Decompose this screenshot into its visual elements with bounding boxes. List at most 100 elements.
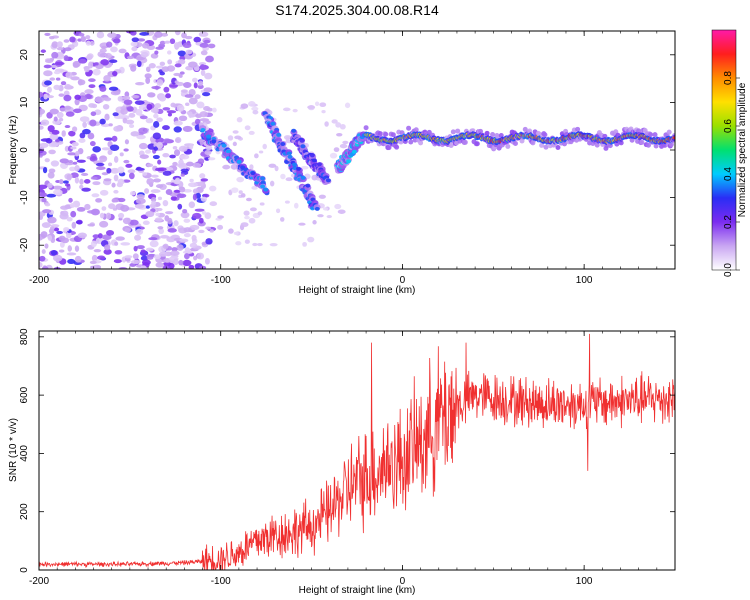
spectrogram-cell [280, 217, 285, 222]
spectrogram-cell [198, 217, 204, 224]
spectrogram-cell [199, 173, 206, 179]
spectrogram-cell [645, 142, 651, 148]
spectrogram-cell [258, 150, 264, 154]
spectrogram-cell [238, 190, 243, 194]
spectrogram-cell [145, 66, 151, 73]
spectrogram-cell [60, 205, 70, 210]
spectrogram-cell [49, 77, 56, 81]
spectrogram-cell [177, 58, 186, 65]
spectrogram-cell [126, 106, 134, 112]
spectrogram-cell [108, 123, 113, 127]
spectrogram-cell [40, 119, 50, 126]
spectrogram-cell [136, 194, 145, 200]
colorbar: 0.0 0.2 0.4 0.6 0.8 Normalized spectral ampl… [711, 29, 748, 277]
spectrogram-cell [248, 101, 256, 107]
spectrogram-cell [65, 71, 73, 79]
spectrogram-cell [285, 136, 290, 143]
spectrogram-cell [67, 245, 72, 252]
spectrogram-cell [49, 133, 59, 141]
spectrogram-cell [114, 250, 123, 255]
spectrogram-cell [138, 142, 148, 150]
spectrogram-cell [243, 210, 250, 216]
spectrogram-cell [240, 103, 249, 109]
spectrogram-cell [156, 141, 163, 149]
spectrogram-cell [145, 247, 154, 252]
spectrogram-cell [59, 158, 69, 164]
spectrogram-cell [47, 216, 57, 224]
spectrogram-cell [652, 132, 658, 138]
spectrogram-cell [146, 178, 154, 185]
spectrogram-cell [42, 167, 48, 174]
spectrogram-cell [180, 89, 188, 93]
spectrogram-cell [120, 242, 131, 246]
spectrogram-cell [408, 139, 414, 145]
spectrogram-cell [335, 122, 342, 128]
spectrogram-cell [232, 130, 239, 134]
spectrogram-cell [484, 130, 490, 136]
snr-x-tick-label: 100 [576, 576, 593, 587]
spectrogram-cell [142, 220, 150, 225]
spectrogram-cell [165, 188, 173, 195]
spectrogram-cell [173, 126, 182, 133]
spectrogram-cell [182, 259, 192, 267]
spectrogram-cell [66, 216, 73, 222]
spectrogram-cell [175, 136, 182, 144]
spectrogram-cell [89, 40, 95, 46]
spectrogram-cell [44, 202, 51, 207]
spectrogram-cell [228, 228, 234, 234]
spectrogram-cell [193, 255, 198, 261]
spectrogram-cell [146, 256, 154, 260]
spectrogram-cell [280, 141, 286, 146]
spectrogram-cell [158, 228, 165, 235]
snr-y-tick-label: 0 [19, 567, 30, 573]
spectrogram-cell [155, 262, 165, 268]
spectrogram-cell [648, 132, 654, 138]
spectrogram-cell [66, 174, 72, 181]
spectrogram-cell [204, 157, 210, 161]
spectrogram-cell [300, 175, 306, 180]
spectrogram-cell [263, 187, 269, 192]
spectrogram-cell [163, 86, 170, 93]
spectrogram-cell [120, 204, 130, 212]
spectrogram-cell [159, 61, 166, 67]
spectrogram-cell [179, 154, 190, 160]
spectrogram-cell [64, 83, 72, 90]
spectrogram-cell [150, 197, 157, 203]
spectrogram-cell [67, 152, 77, 156]
spectrogram-cell [314, 101, 320, 107]
spectrogram-cell [90, 240, 97, 248]
spectrogram-cell [194, 118, 201, 125]
spectrogram-cell [134, 234, 142, 241]
spectrogram-cell [111, 182, 116, 188]
spectrogram-cell [121, 256, 127, 263]
spectrogram-cell [394, 144, 400, 150]
spectrogram-cell [59, 107, 66, 112]
spectrogram-cell [204, 258, 210, 265]
spectrogram-cell [192, 193, 197, 201]
snr-x-ticks: -200 -100 0 100 [29, 331, 676, 587]
spectrogram-cell [103, 137, 114, 141]
spectrogram-cell [140, 265, 147, 269]
spectrogram-cell [65, 111, 75, 117]
spectrogram-cell [240, 165, 246, 170]
spectrogram-cell [103, 178, 112, 182]
spectrogram-cell [137, 38, 146, 42]
spectrogram-cell [248, 217, 256, 224]
spectrogram-cell [145, 210, 155, 218]
spectrogram-cell [244, 125, 251, 131]
spectrogram-cell [46, 95, 54, 99]
spectrogram-cell [144, 188, 150, 194]
spectrogram-cell [88, 78, 96, 83]
spectrogram-cell [171, 247, 178, 252]
spectrogram-cell [284, 200, 290, 204]
spectrogram-cell [150, 108, 159, 113]
spectrogram-cell [282, 107, 291, 112]
spectrogram-cell [74, 176, 80, 184]
spectrogram-cell [202, 91, 211, 97]
spectrogram-cell [44, 158, 50, 163]
spectrogram-cell [252, 242, 258, 247]
spectrogram-cell [70, 146, 77, 150]
spectrogram-cell [76, 159, 86, 163]
spectrogram-cell [260, 176, 266, 181]
spectrogram-cell [240, 193, 246, 198]
